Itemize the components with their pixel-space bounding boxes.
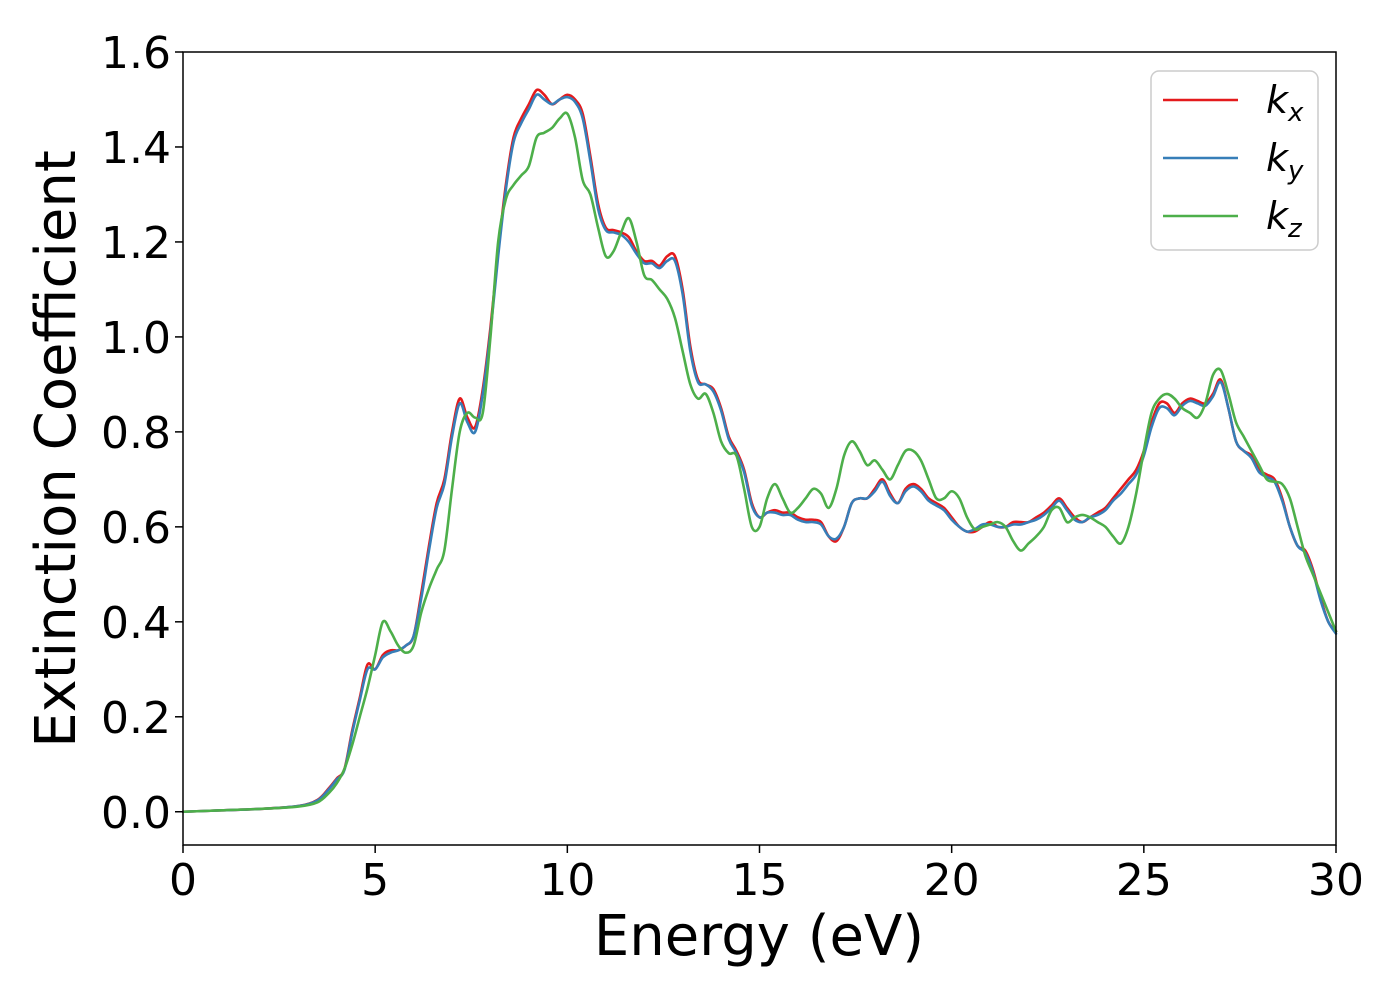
y-axis-label: Extinction Coefficient <box>24 150 89 748</box>
legend: kx ky kz <box>1150 70 1319 251</box>
x-tick-label: 5 <box>361 855 389 906</box>
legend-label-y: ky <box>1266 136 1304 186</box>
x-tick-label: 25 <box>1116 855 1172 906</box>
legend-label-z: kz <box>1266 194 1303 244</box>
x-tick-label: 10 <box>539 855 595 906</box>
series-line-z <box>181 111 1338 814</box>
y-tick-label: 0.2 <box>101 693 171 744</box>
y-tick-label: 1.0 <box>101 313 171 364</box>
plot-lines <box>181 88 1338 814</box>
y-tick-label: 0.6 <box>101 503 171 554</box>
x-tick-label: 0 <box>169 855 197 906</box>
y-tick-label: 0.8 <box>101 408 171 459</box>
x-tick-label: 15 <box>732 855 788 906</box>
y-tick-label: 1.6 <box>101 28 171 79</box>
y-tick-label: 1.2 <box>101 218 171 269</box>
x-axis-ticks: 0 5 10 15 20 25 30 <box>169 845 1364 906</box>
x-tick-label: 30 <box>1308 855 1364 906</box>
x-axis-label: Energy (eV) <box>594 904 924 969</box>
legend-box <box>1150 70 1319 251</box>
legend-label-x: kx <box>1266 78 1304 128</box>
y-axis-ticks: 0.0 0.2 0.4 0.6 0.8 1.0 1.2 1.4 1.6 <box>101 28 183 839</box>
y-tick-label: 0.0 <box>101 788 171 839</box>
x-tick-label: 20 <box>924 855 980 906</box>
y-tick-label: 1.4 <box>101 123 171 174</box>
y-tick-label: 0.4 <box>101 598 171 649</box>
